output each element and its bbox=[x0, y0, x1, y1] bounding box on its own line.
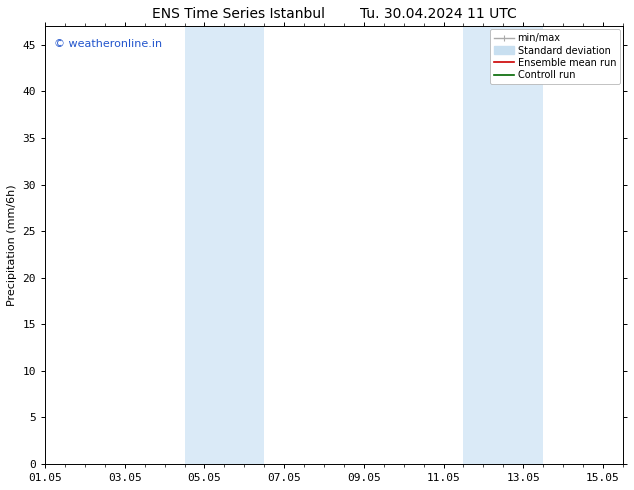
Bar bbox=[463, 26, 543, 464]
Legend: min/max, Standard deviation, Ensemble mean run, Controll run: min/max, Standard deviation, Ensemble me… bbox=[490, 29, 620, 84]
Bar bbox=[184, 26, 264, 464]
Text: © weatheronline.in: © weatheronline.in bbox=[54, 39, 162, 49]
Title: ENS Time Series Istanbul        Tu. 30.04.2024 11 UTC: ENS Time Series Istanbul Tu. 30.04.2024 … bbox=[152, 7, 516, 21]
Y-axis label: Precipitation (mm/6h): Precipitation (mm/6h) bbox=[7, 184, 17, 306]
